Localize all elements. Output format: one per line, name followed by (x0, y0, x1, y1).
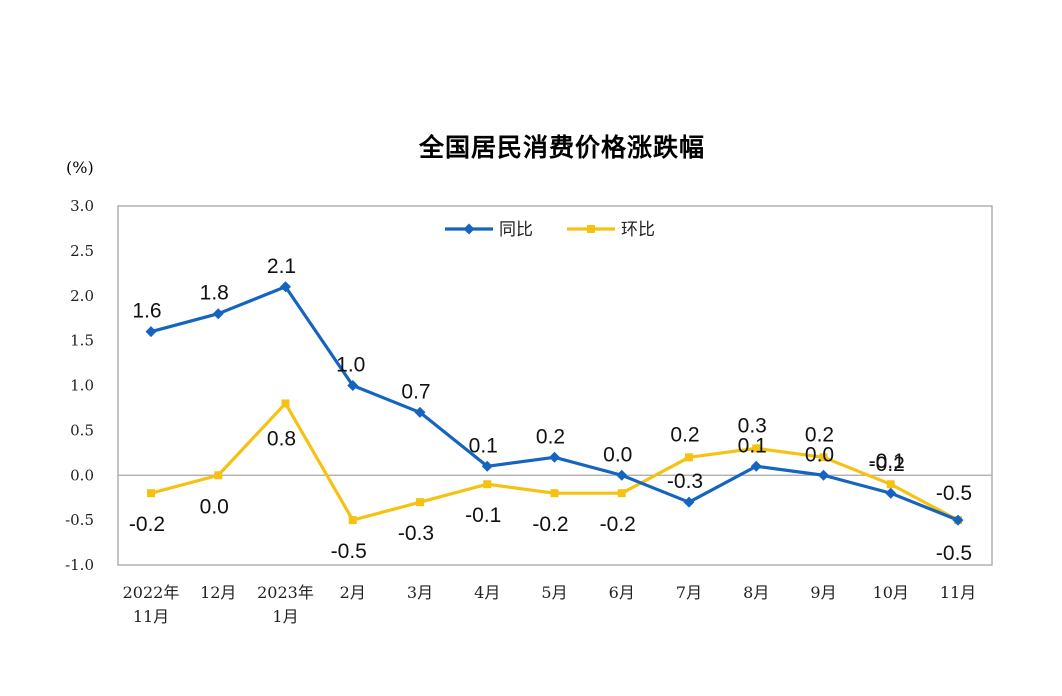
x-tick-label: 5月 (541, 583, 567, 602)
data-point-环比 (617, 489, 626, 498)
y-tick-label: 0.5 (70, 421, 94, 439)
chart-title: 全国居民消费价格涨跌幅 (418, 133, 705, 162)
y-tick-label: 3.0 (70, 197, 94, 215)
data-point-同比 (347, 380, 359, 391)
legend: 同比 环比 (445, 220, 655, 240)
data-label-环比: -0.1 (869, 450, 905, 473)
y-tick-label: -1.0 (65, 556, 94, 574)
data-point-环比 (147, 489, 155, 498)
series-layer (145, 281, 964, 526)
legend-swatch-marker (587, 225, 595, 233)
data-label-同比: 1.0 (336, 354, 365, 377)
data-point-同比 (549, 451, 560, 463)
data-point-环比 (752, 444, 761, 453)
x-tick-label: 11月 (940, 583, 976, 602)
x-tick-label: 10月 (873, 583, 909, 602)
x-tick-label: 2023年 (257, 583, 314, 602)
data-point-环比 (886, 480, 895, 489)
y-tick-label: -0.5 (65, 511, 94, 529)
data-label-同比: 2.1 (267, 255, 296, 278)
data-label-环比: -0.3 (398, 522, 434, 545)
data-label-同比: -0.5 (936, 542, 972, 565)
plot-area-frame (117, 205, 993, 566)
data-label-环比: 0.8 (267, 427, 296, 450)
data-label-同比: 0.1 (738, 434, 767, 457)
data-label-环比: 0.2 (805, 423, 834, 446)
series-line-同比 (150, 285, 959, 522)
x-tick-label: 9月 (810, 583, 836, 602)
x-tick-label: 12月 (200, 583, 236, 602)
data-label-同比: 0.1 (469, 434, 498, 457)
legend-entry-label: 同比 (499, 220, 533, 240)
x-tick-label: 4月 (474, 583, 500, 602)
y-axis-unit-label: (%) (66, 158, 94, 177)
y-tick-label: 1.5 (70, 332, 94, 350)
data-point-同比 (414, 406, 426, 418)
data-label-环比: -0.2 (129, 513, 165, 536)
data-label-环比: -0.5 (331, 540, 367, 563)
data-label-环比: -0.1 (465, 504, 501, 527)
data-point-同比 (481, 460, 493, 472)
x-tick-label: 8月 (743, 583, 769, 602)
y-tick-label: 1.0 (70, 377, 94, 395)
x-axis-ticks: 2022年 11月 12月 2023年 1月 2月 3月 4月 5月 6月 7月 8月 9月 10月 11月 (123, 583, 977, 626)
data-label-同比: -0.2 (869, 453, 905, 476)
data-label-同比: 1.8 (200, 282, 229, 305)
data-point-同比 (750, 460, 762, 472)
data-label-同比: 0.7 (401, 380, 430, 403)
data-label-环比: 0.3 (738, 414, 767, 437)
data-point-同比 (885, 487, 897, 499)
data-point-环比 (483, 480, 492, 489)
y-tick-label: 2.0 (70, 287, 94, 305)
data-label-同比: 0.0 (603, 443, 632, 466)
data-point-同比 (280, 281, 291, 293)
data-point-环比 (348, 516, 357, 525)
x-tick-label: 1月 (272, 607, 298, 626)
data-point-环比 (416, 498, 424, 507)
data-point-同比 (952, 514, 964, 526)
data-label-同比: 1.6 (132, 300, 161, 323)
data-label-环比: -0.5 (936, 482, 972, 505)
data-point-环比 (685, 453, 693, 462)
data-labels-layer: 1.61.82.11.00.70.1 0.20.0-0.30.1 0.0 -0.2-0… (129, 255, 972, 565)
data-point-环比 (281, 399, 290, 408)
y-tick-label: 2.5 (70, 242, 94, 260)
x-tick-label: 2022年 (123, 583, 180, 602)
y-tick-label: 0.0 (70, 466, 94, 484)
data-point-环比 (214, 471, 223, 480)
data-point-环比 (550, 489, 559, 498)
data-label-同比: -0.3 (667, 470, 703, 493)
data-point-环比 (819, 453, 828, 462)
data-label-环比: -0.2 (600, 513, 636, 536)
data-point-同比 (616, 469, 628, 481)
data-point-同比 (212, 308, 224, 320)
legend-swatch-marker (463, 223, 475, 235)
data-label-同比: 0.0 (805, 443, 834, 466)
x-tick-label: 6月 (609, 583, 635, 602)
x-tick-label: 11月 (133, 607, 169, 626)
data-label-环比: -0.2 (532, 513, 568, 536)
data-label-环比: 0.0 (200, 495, 229, 518)
data-label-同比: 0.2 (536, 425, 565, 448)
x-tick-label: 7月 (676, 583, 702, 602)
legend-entry-label: 环比 (621, 220, 655, 240)
data-label-环比: 0.2 (670, 423, 699, 446)
x-tick-label: 2月 (340, 583, 366, 602)
data-point-同比 (683, 496, 695, 508)
y-axis-ticks: 3.0 2.5 2.0 1.5 1.0 0.5 0.0 -0.5 -1.0 (65, 197, 94, 574)
data-point-同比 (145, 326, 157, 338)
data-point-同比 (818, 469, 829, 481)
x-tick-label: 3月 (407, 583, 433, 602)
